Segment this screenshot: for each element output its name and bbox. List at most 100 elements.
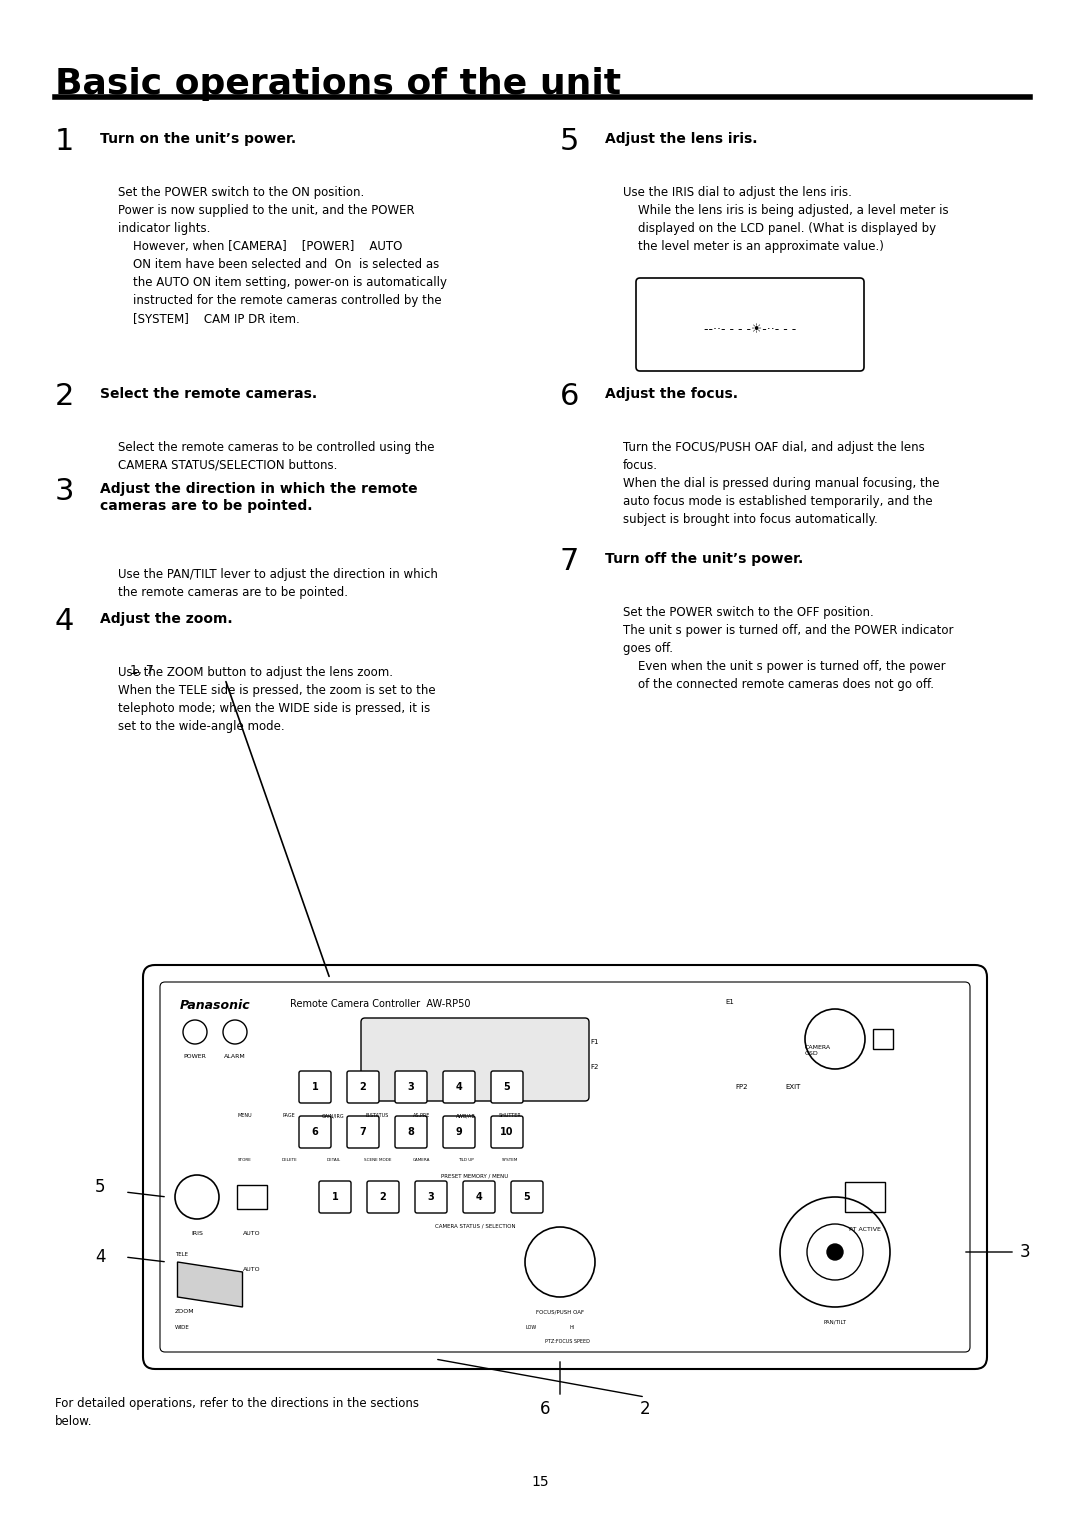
Text: TELE: TELE	[175, 1252, 188, 1257]
Text: 4: 4	[456, 1083, 462, 1092]
Text: PTZ:FOCUS SPEED: PTZ:FOCUS SPEED	[545, 1339, 590, 1344]
Bar	[845, 1182, 885, 1212]
Text: STORE: STORE	[238, 1157, 252, 1162]
Text: POWER: POWER	[184, 1054, 206, 1060]
Text: SYSTEM: SYSTEM	[502, 1157, 518, 1162]
Bar	[237, 1185, 267, 1209]
Text: 1, 7: 1, 7	[130, 664, 153, 676]
Text: Adjust the direction in which the remote
cameras are to be pointed.: Adjust the direction in which the remote…	[100, 483, 418, 513]
Text: Use the ZOOM button to adjust the lens zoom.
When the TELE side is pressed, the : Use the ZOOM button to adjust the lens z…	[118, 666, 435, 733]
Text: 5: 5	[95, 1177, 106, 1196]
FancyBboxPatch shape	[143, 965, 987, 1370]
Text: 2: 2	[360, 1083, 366, 1092]
Text: 1: 1	[332, 1193, 338, 1202]
Text: AUTO: AUTO	[243, 1231, 260, 1235]
Text: 3: 3	[1020, 1243, 1030, 1261]
FancyBboxPatch shape	[361, 1019, 589, 1101]
FancyBboxPatch shape	[319, 1180, 351, 1212]
Text: 4: 4	[475, 1193, 483, 1202]
Text: F2: F2	[590, 1064, 598, 1070]
Text: Use the PAN/TILT lever to adjust the direction in which
the remote cameras are t: Use the PAN/TILT lever to adjust the dir…	[118, 568, 437, 599]
Text: --··- - - -☀-··- - -: --··- - - -☀-··- - -	[704, 324, 796, 336]
FancyBboxPatch shape	[443, 1116, 475, 1148]
FancyBboxPatch shape	[491, 1070, 523, 1102]
Text: AS.PRE: AS.PRE	[413, 1113, 430, 1118]
Text: 2: 2	[55, 382, 75, 411]
FancyBboxPatch shape	[395, 1070, 427, 1102]
FancyBboxPatch shape	[347, 1116, 379, 1148]
Text: LOW: LOW	[525, 1325, 537, 1330]
Polygon shape	[177, 1261, 243, 1307]
Text: FOCUS/PUSH OAF: FOCUS/PUSH OAF	[536, 1309, 584, 1315]
Text: Turn the FOCUS/PUSH OAF dial, and adjust the lens
focus.
When the dial is presse: Turn the FOCUS/PUSH OAF dial, and adjust…	[623, 441, 940, 525]
Text: SHUTTER: SHUTTER	[499, 1113, 522, 1118]
Text: 3: 3	[407, 1083, 415, 1092]
Text: ZOOM: ZOOM	[175, 1309, 194, 1315]
FancyBboxPatch shape	[347, 1070, 379, 1102]
Text: 4: 4	[95, 1248, 106, 1266]
Text: 1: 1	[312, 1083, 319, 1092]
Text: Select the remote cameras to be controlled using the
CAMERA STATUS/SELECTION but: Select the remote cameras to be controll…	[118, 441, 434, 472]
Text: IRIS: IRIS	[191, 1231, 203, 1235]
FancyBboxPatch shape	[160, 982, 970, 1351]
Text: Remote Camera Controller  AW-RP50: Remote Camera Controller AW-RP50	[291, 999, 471, 1009]
Text: Panasonic: Panasonic	[180, 999, 251, 1012]
Text: 7: 7	[360, 1127, 366, 1138]
FancyBboxPatch shape	[299, 1070, 330, 1102]
FancyBboxPatch shape	[491, 1116, 523, 1148]
Text: Adjust the lens iris.: Adjust the lens iris.	[605, 131, 757, 147]
Text: 3: 3	[55, 476, 75, 505]
Text: 5: 5	[503, 1083, 511, 1092]
Text: CAMERA STATUS / SELECTION: CAMERA STATUS / SELECTION	[434, 1223, 515, 1228]
FancyBboxPatch shape	[443, 1070, 475, 1102]
Text: 1: 1	[55, 127, 75, 156]
Text: 5: 5	[524, 1193, 530, 1202]
Text: F1: F1	[590, 1038, 598, 1044]
Text: Use the IRIS dial to adjust the lens iris.
    While the lens iris is being adju: Use the IRIS dial to adjust the lens iri…	[623, 186, 948, 253]
Text: Turn off the unit’s power.: Turn off the unit’s power.	[605, 551, 804, 567]
Text: WIDE: WIDE	[175, 1325, 190, 1330]
Text: PAGE: PAGE	[283, 1113, 296, 1118]
Text: Turn on the unit’s power.: Turn on the unit’s power.	[100, 131, 296, 147]
Text: Basic operations of the unit: Basic operations of the unit	[55, 67, 621, 101]
Text: 8: 8	[407, 1127, 415, 1138]
Text: FP2: FP2	[735, 1084, 747, 1090]
Text: 3: 3	[428, 1193, 434, 1202]
FancyBboxPatch shape	[367, 1180, 399, 1212]
FancyBboxPatch shape	[415, 1180, 447, 1212]
Text: MENU: MENU	[238, 1113, 253, 1118]
Text: 10: 10	[500, 1127, 514, 1138]
Text: 2: 2	[380, 1193, 387, 1202]
Text: DELETE: DELETE	[281, 1157, 297, 1162]
Text: ALARM: ALARM	[225, 1054, 246, 1060]
Text: EXIT: EXIT	[785, 1084, 800, 1090]
Text: PRESET MEMORY / MENU: PRESET MEMORY / MENU	[442, 1174, 509, 1179]
Text: AUTO: AUTO	[243, 1267, 260, 1272]
Text: E1: E1	[725, 999, 734, 1005]
FancyBboxPatch shape	[511, 1180, 543, 1212]
Bar	[873, 1029, 893, 1049]
Circle shape	[827, 1245, 843, 1260]
Text: Set the POWER switch to the ON position.
Power is now supplied to the unit, and : Set the POWER switch to the ON position.…	[118, 186, 447, 325]
Text: 4: 4	[55, 608, 75, 637]
Text: B.STATUS: B.STATUS	[366, 1113, 389, 1118]
Text: For detailed operations, refer to the directions in the sections
below.: For detailed operations, refer to the di…	[55, 1397, 419, 1428]
Text: 7: 7	[561, 547, 579, 576]
Text: 2: 2	[639, 1400, 650, 1419]
Text: SCENE MODE: SCENE MODE	[364, 1157, 391, 1162]
Text: Adjust the zoom.: Adjust the zoom.	[100, 612, 232, 626]
FancyBboxPatch shape	[463, 1180, 495, 1212]
Text: 6: 6	[312, 1127, 319, 1138]
Text: Set the POWER switch to the OFF position.
The unit s power is turned off, and th: Set the POWER switch to the OFF position…	[623, 606, 954, 692]
FancyBboxPatch shape	[299, 1116, 330, 1148]
Text: AWB/AB: AWB/AB	[456, 1113, 475, 1118]
Text: DETAIL: DETAIL	[326, 1157, 340, 1162]
Text: 15: 15	[531, 1475, 549, 1489]
Text: CAMERA
OSD: CAMERA OSD	[805, 1044, 832, 1055]
Text: 6: 6	[540, 1400, 550, 1419]
Text: Adjust the focus.: Adjust the focus.	[605, 386, 738, 402]
Text: Select the remote cameras.: Select the remote cameras.	[100, 386, 318, 402]
Text: 6: 6	[561, 382, 579, 411]
FancyBboxPatch shape	[395, 1116, 427, 1148]
Text: HI: HI	[570, 1325, 576, 1330]
